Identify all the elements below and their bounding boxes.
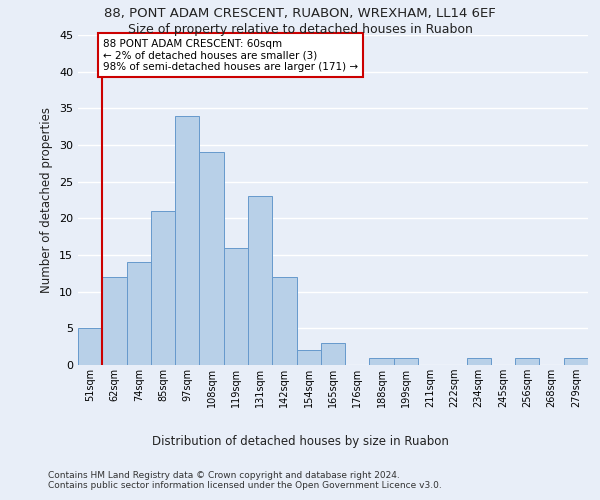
Bar (78, 328, 102, 365)
Bar (127, 262, 151, 365)
Text: Size of property relative to detached houses in Ruabon: Size of property relative to detached ho… (128, 22, 472, 36)
Bar (248, 196, 272, 365)
Bar (175, 116, 199, 365)
Bar (102, 277, 127, 365)
Text: 88 PONT ADAM CRESCENT: 60sqm
← 2% of detached houses are smaller (3)
98% of semi: 88 PONT ADAM CRESCENT: 60sqm ← 2% of det… (103, 38, 358, 72)
Bar (224, 248, 248, 365)
Bar (394, 358, 418, 365)
Bar (199, 152, 224, 365)
Bar (321, 343, 345, 365)
Bar (151, 211, 175, 365)
Bar (296, 350, 321, 365)
Text: 88, PONT ADAM CRESCENT, RUABON, WREXHAM, LL14 6EF: 88, PONT ADAM CRESCENT, RUABON, WREXHAM,… (104, 8, 496, 20)
Text: Distribution of detached houses by size in Ruabon: Distribution of detached houses by size … (152, 435, 448, 448)
Bar (564, 358, 588, 365)
Bar (272, 277, 296, 365)
Y-axis label: Number of detached properties: Number of detached properties (40, 107, 53, 293)
Bar (370, 358, 394, 365)
Bar (515, 358, 539, 365)
Bar (467, 358, 491, 365)
Text: Contains HM Land Registry data © Crown copyright and database right 2024.
Contai: Contains HM Land Registry data © Crown c… (48, 470, 442, 490)
